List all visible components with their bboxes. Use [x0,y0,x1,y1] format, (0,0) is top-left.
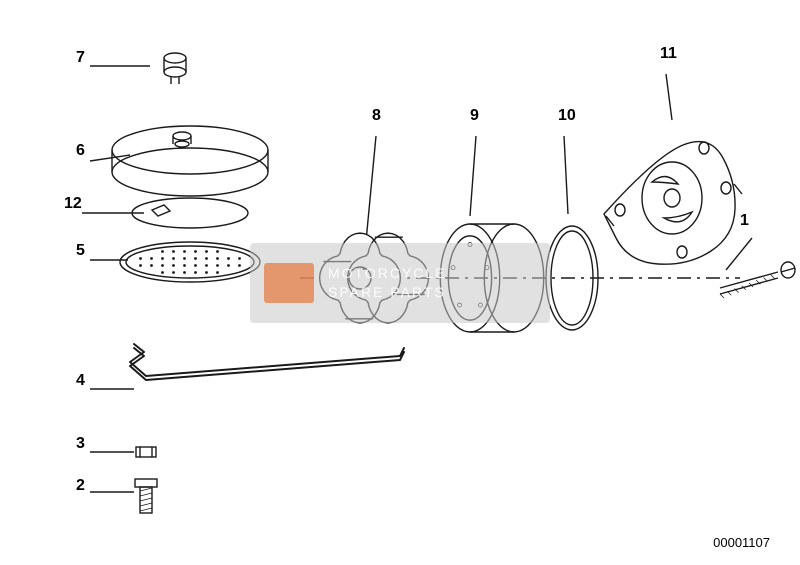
svg-text:2: 2 [76,477,85,494]
watermark-text: MOTORCYCLE SPARE PARTS [328,264,447,300]
watermark-logo [264,263,314,303]
svg-text:3: 3 [76,435,85,452]
svg-text:7: 7 [76,49,85,66]
watermark-line2: SPARE PARTS [328,283,447,301]
svg-text:4: 4 [76,372,85,389]
svg-text:8: 8 [372,107,381,124]
svg-text:10: 10 [558,107,576,124]
svg-text:1: 1 [740,212,749,229]
svg-text:9: 9 [470,107,479,124]
diagram-id: 00001107 [713,535,770,550]
svg-text:5: 5 [76,242,85,259]
svg-text:12: 12 [64,195,82,212]
watermark-line1: MOTORCYCLE [328,264,447,282]
svg-text:11: 11 [660,45,677,62]
watermark: MOTORCYCLE SPARE PARTS [250,243,550,323]
svg-text:6: 6 [76,142,85,159]
